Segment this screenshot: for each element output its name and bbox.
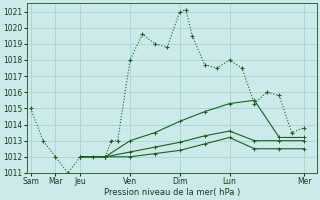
X-axis label: Pression niveau de la mer( hPa ): Pression niveau de la mer( hPa ) bbox=[104, 188, 240, 197]
